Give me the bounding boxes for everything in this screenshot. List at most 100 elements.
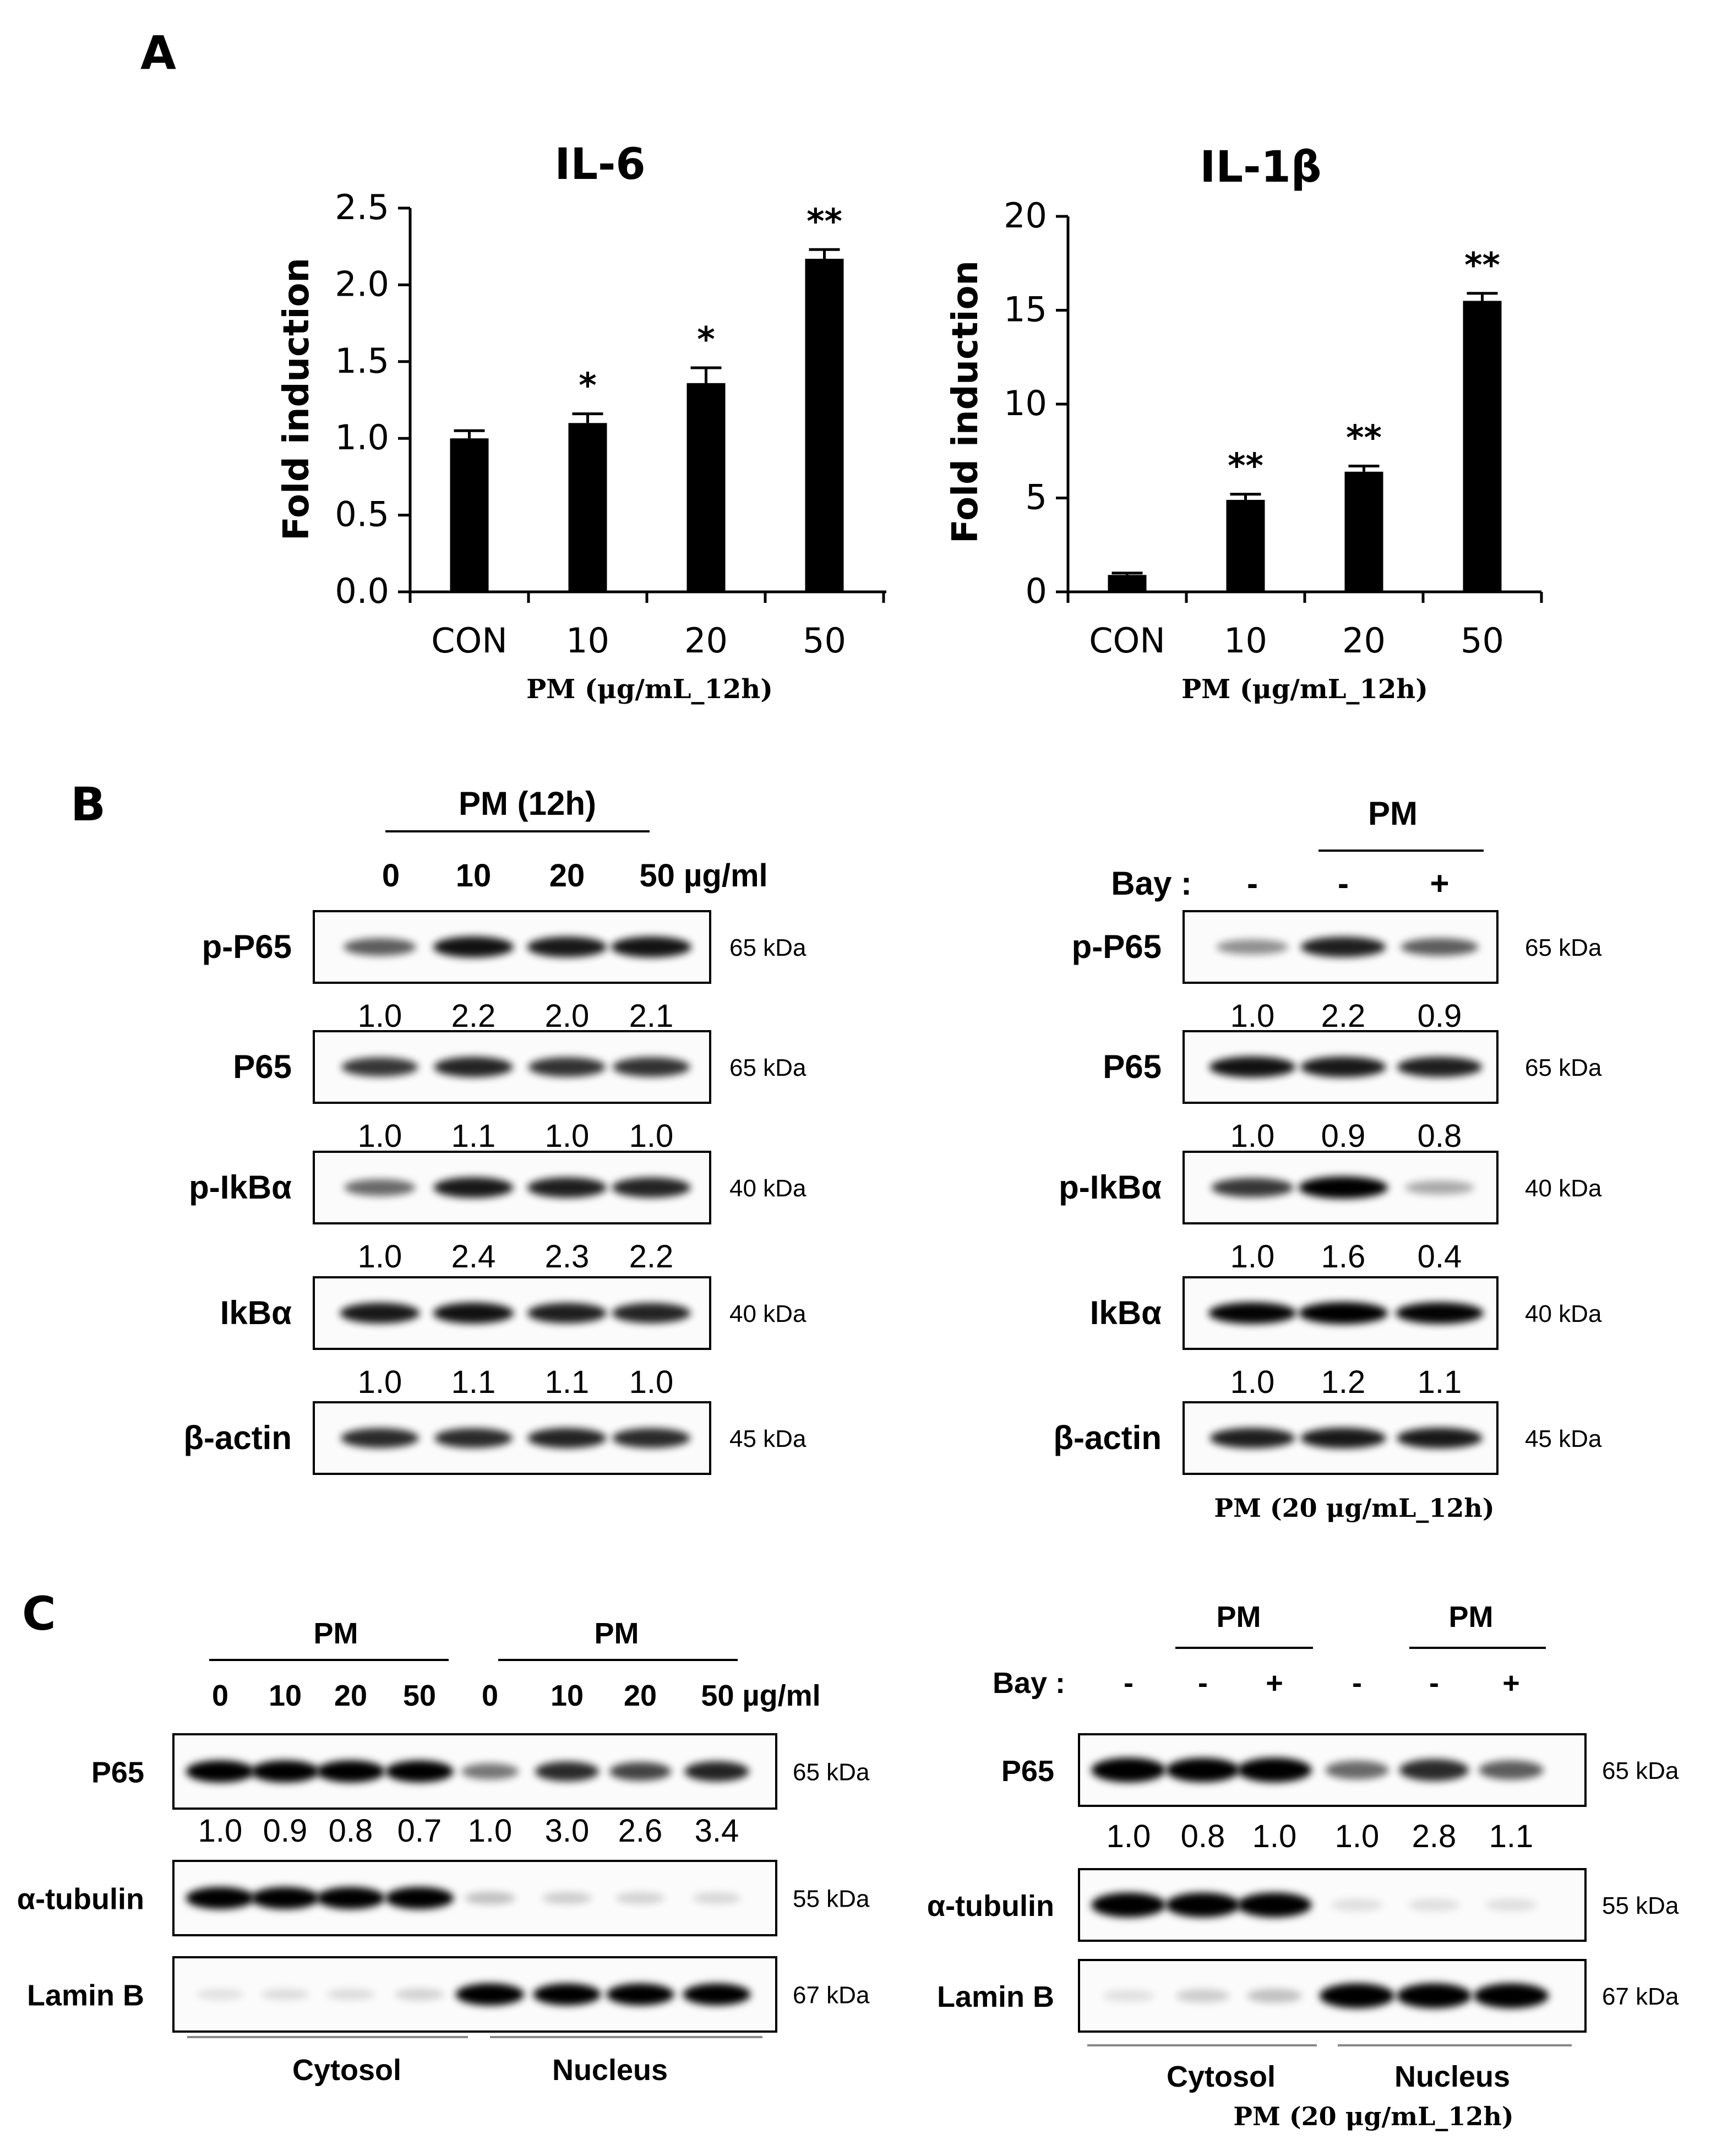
band-quantification: 1.0 — [1230, 1118, 1275, 1154]
y-tick-label: 1.5 — [335, 341, 389, 381]
band-quantification: 0.8 — [1418, 1118, 1462, 1154]
band-quantification: 2.0 — [545, 998, 590, 1034]
panel-label-a: A — [140, 26, 176, 80]
molecular-weight-label: 45 kDa — [729, 1425, 807, 1452]
blot-row-label: β-actin — [1053, 1419, 1162, 1456]
blot-band — [344, 1179, 416, 1196]
b-right-bay-label: Bay : — [1111, 865, 1192, 902]
band-quantification: 2.2 — [629, 1239, 674, 1275]
lane-label: - — [1124, 1667, 1134, 1700]
blot-band — [433, 936, 514, 958]
blot-band — [464, 1891, 516, 1905]
blot-band — [1175, 1989, 1230, 2003]
panel-c-right-blot: PM PM Bay : - - + - - + P65 65 kDa 1.0 0.8 1.0 1.0… — [927, 1600, 1679, 2131]
panel-label-b: B — [70, 777, 106, 831]
blot-row-label: p-IkBα — [1059, 1169, 1162, 1206]
blot-band — [684, 1761, 749, 1782]
panel-c-left-blot: PM PM 0 10 20 50 0 10 20 50 µg/ml P65 65 kDa 1.0 0… — [17, 1617, 870, 2087]
panel-b-right-blot: PM Bay : - - + p-P65 65 kDa 1.0 2.2 0.9 P65 65 k… — [1053, 795, 1602, 1523]
blot-band — [385, 1887, 454, 1909]
significance-marker: ** — [807, 201, 842, 241]
blot-band — [1091, 1892, 1166, 1918]
blot-row: β-actin 45 kDa — [1053, 1401, 1602, 1475]
band-quantification: 1.0 — [358, 1364, 402, 1400]
molecular-weight-label: 65 kDa — [1525, 1054, 1602, 1081]
band-quantification: 1.0 — [545, 1118, 590, 1154]
blot-band — [612, 1177, 691, 1198]
y-tick-label: 20 — [1004, 195, 1047, 236]
blot-band — [434, 1428, 513, 1448]
blot-row: P65 65 kDa 1.0 0.9 0.8 0.7 1.0 3.0 2.6 3.4 — [91, 1733, 870, 1849]
band-quantification: 1.0 — [198, 1813, 243, 1849]
blot-row-label: P65 — [91, 1756, 144, 1789]
blot-band — [341, 1428, 419, 1448]
y-tick-label: 0.5 — [335, 494, 389, 535]
blot-row-label: p-P65 — [202, 928, 292, 965]
lane-label: 50 µg/ml — [639, 858, 767, 894]
blot-row-label: p-P65 — [1072, 928, 1162, 965]
molecular-weight-label: 55 kDa — [1602, 1892, 1679, 1919]
x-tick-label: 50 — [803, 620, 846, 661]
lane-label: 20 — [624, 1679, 657, 1712]
bar — [450, 438, 489, 592]
y-tick-label: 0 — [1026, 571, 1047, 611]
il6-chart-title: IL-6 — [554, 140, 645, 189]
bar — [1226, 499, 1265, 592]
band-quantification: 0.4 — [1418, 1239, 1462, 1275]
band-quantification: 0.9 — [1321, 1118, 1366, 1154]
lane-label: - — [1338, 865, 1349, 902]
blot-row: P65 65 kDa 1.0 1.1 1.0 1.0 — [233, 1030, 807, 1154]
band-quantification: 2.1 — [629, 998, 674, 1034]
lane-label: - — [1429, 1667, 1439, 1700]
blot-band — [1396, 1302, 1484, 1324]
blot-row-label: IkBα — [1090, 1294, 1162, 1331]
blot-band — [527, 1303, 607, 1324]
lane-label: - — [1247, 865, 1258, 902]
blot-band — [612, 1057, 690, 1077]
blot-row-label: p-IkBα — [189, 1169, 292, 1206]
blot-band — [1209, 1428, 1295, 1449]
lane-label: 0 — [382, 858, 400, 894]
blot-band — [606, 1983, 674, 2006]
blot-row: p-P65 65 kDa 1.0 2.2 0.9 — [1072, 910, 1602, 1034]
y-tick-label: 5 — [1026, 477, 1047, 518]
molecular-weight-label: 67 kDa — [1602, 1983, 1679, 2010]
band-quantification: 2.6 — [618, 1813, 663, 1849]
band-quantification: 1.0 — [468, 1813, 513, 1849]
blot-row-label: P65 — [1001, 1755, 1054, 1788]
blot-row: P65 65 kDa 1.0 0.9 0.8 — [1103, 1030, 1602, 1154]
blot-row-label: β-actin — [183, 1419, 292, 1456]
blot-row: p-IkBα 40 kDa 1.0 2.4 2.3 2.2 — [189, 1151, 807, 1275]
x-tick-label: 10 — [566, 620, 609, 661]
blot-band — [1298, 1176, 1388, 1199]
blot-row: IkBα 40 kDa 1.0 1.2 1.1 — [1090, 1276, 1602, 1400]
c-left-header-cytosol: PM — [314, 1617, 358, 1650]
blot-band — [1166, 1757, 1240, 1783]
blot-band — [1473, 1983, 1549, 2008]
band-quantification: 0.8 — [1181, 1819, 1225, 1854]
blot-band — [612, 1303, 691, 1324]
blot-band — [615, 1892, 665, 1904]
lane-label: 0 — [482, 1679, 498, 1712]
lane-label: 10 — [269, 1679, 302, 1712]
blot-band — [461, 1763, 519, 1780]
blot-row-label: IkBα — [220, 1294, 292, 1331]
band-quantification: 1.0 — [629, 1118, 674, 1154]
molecular-weight-label: 55 kDa — [793, 1886, 870, 1913]
blot-band — [1331, 1898, 1383, 1912]
blot-band — [1325, 1761, 1389, 1779]
blot-band — [434, 1057, 513, 1077]
band-quantification: 0.8 — [329, 1813, 373, 1849]
blot-band — [250, 1760, 320, 1783]
lane-label: 20 — [334, 1679, 367, 1712]
blot-row: Lamin B 67 kDa — [937, 1959, 1679, 2033]
lane-label: 10 — [551, 1679, 584, 1712]
band-quantification: 1.6 — [1321, 1239, 1366, 1275]
blot-band — [1397, 1057, 1483, 1077]
band-quantification: 2.2 — [451, 998, 496, 1034]
band-quantification: 1.0 — [1335, 1819, 1380, 1854]
blot-band — [1165, 1892, 1240, 1918]
blot-row: α-tubulin 55 kDa — [17, 1860, 870, 1936]
band-quantification: 1.1 — [1489, 1819, 1534, 1854]
